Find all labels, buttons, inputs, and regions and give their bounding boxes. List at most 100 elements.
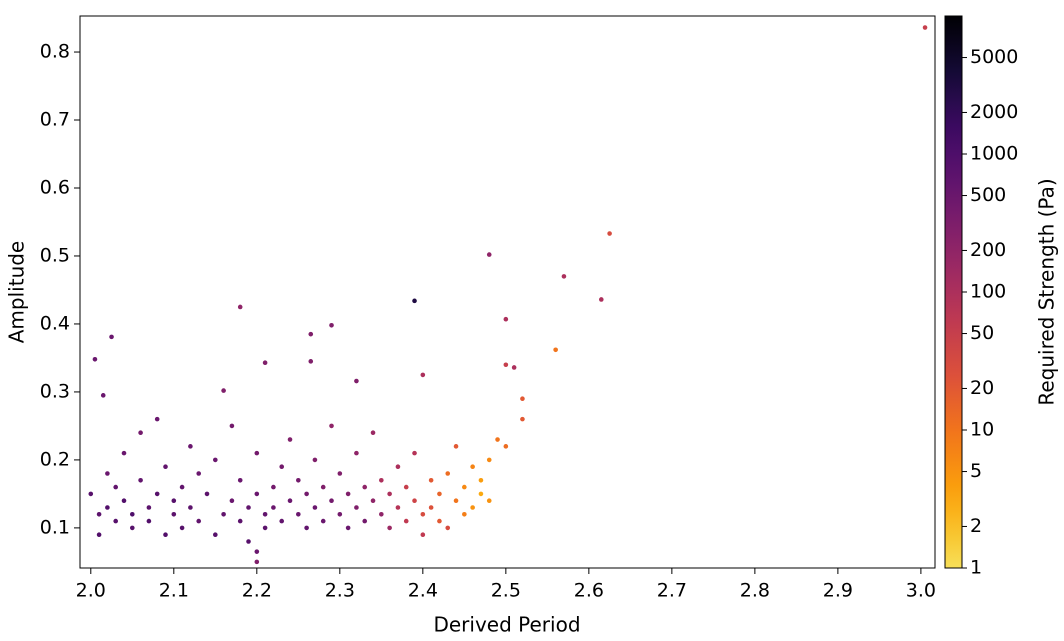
y-tick-label: 0.5 — [40, 244, 70, 266]
point — [171, 511, 177, 517]
point — [362, 484, 368, 490]
point — [337, 511, 343, 517]
point — [96, 511, 102, 517]
colorbar-tick-label: 1 — [970, 557, 982, 579]
point — [412, 298, 417, 304]
point — [320, 484, 326, 490]
point — [503, 362, 509, 368]
point — [478, 491, 484, 497]
colorbar-tick-label: 2000 — [970, 101, 1018, 123]
y-tick-label: 0.3 — [40, 380, 70, 402]
point — [503, 444, 509, 449]
colorbar-tick-label: 200 — [970, 239, 1006, 261]
point — [599, 297, 604, 302]
point — [304, 491, 309, 497]
y-axis-label: Amplitude — [5, 241, 29, 344]
point — [412, 450, 417, 456]
y-tick-label: 0.2 — [40, 448, 70, 470]
point — [337, 471, 343, 476]
point — [478, 478, 484, 483]
point — [146, 505, 152, 510]
point — [387, 525, 392, 531]
point — [395, 505, 401, 510]
plot-frame — [79, 15, 936, 569]
point — [179, 484, 185, 490]
point — [379, 511, 384, 517]
point — [354, 378, 359, 384]
point — [379, 478, 384, 483]
y-tick-label: 0.6 — [40, 176, 70, 198]
point — [462, 511, 467, 517]
point — [271, 484, 276, 490]
y-tick-label: 0.4 — [40, 312, 70, 334]
point — [229, 498, 235, 503]
point — [237, 478, 243, 483]
point — [445, 471, 451, 476]
point — [279, 518, 285, 524]
point — [486, 498, 492, 503]
point — [486, 252, 492, 257]
point — [403, 518, 409, 524]
colorbar-tick-label: 1000 — [970, 143, 1018, 165]
point — [105, 505, 110, 510]
point — [138, 430, 143, 436]
colorbar-tick-label: 2 — [970, 515, 982, 537]
point — [453, 444, 459, 449]
point — [88, 491, 94, 497]
point — [387, 491, 392, 497]
point — [221, 388, 226, 393]
point — [296, 511, 301, 517]
point — [262, 511, 268, 517]
point — [163, 464, 168, 470]
x-tick-label: 2.5 — [491, 580, 521, 602]
colorbar-tick-label: 100 — [970, 281, 1006, 303]
point — [922, 25, 928, 30]
x-tick-label: 2.0 — [76, 580, 106, 602]
point — [254, 450, 260, 456]
point — [370, 498, 376, 503]
point — [329, 323, 334, 328]
point — [105, 471, 110, 476]
point — [345, 491, 351, 497]
point — [462, 484, 467, 490]
point — [553, 347, 558, 353]
point — [113, 518, 118, 524]
point — [287, 498, 293, 503]
point — [329, 498, 334, 503]
point — [304, 525, 309, 531]
x-tick-label: 2.7 — [657, 580, 687, 602]
x-tick-label: 2.4 — [408, 580, 438, 602]
point — [96, 532, 102, 537]
point — [445, 525, 451, 531]
point — [213, 532, 218, 537]
x-tick-label: 2.1 — [159, 580, 189, 602]
point — [362, 518, 368, 524]
point — [420, 372, 426, 378]
colorbar — [944, 15, 963, 569]
point — [204, 491, 210, 497]
point — [453, 498, 459, 503]
point — [262, 525, 268, 531]
point — [221, 511, 226, 517]
point — [213, 457, 218, 463]
point — [154, 416, 160, 422]
x-tick-label: 2.6 — [574, 580, 604, 602]
point — [109, 334, 114, 340]
point — [92, 357, 98, 362]
point — [308, 331, 314, 337]
point — [486, 457, 492, 463]
point — [428, 505, 434, 510]
point — [520, 396, 525, 402]
point — [561, 274, 567, 279]
point — [437, 491, 442, 497]
colorbar-tick-label: 5000 — [970, 46, 1018, 68]
point — [188, 505, 193, 510]
point — [246, 539, 251, 544]
point — [271, 505, 276, 510]
point — [196, 471, 202, 476]
point — [154, 491, 160, 497]
colorbar-label: Required Strength (Pa) — [1035, 178, 1059, 405]
point — [129, 511, 135, 517]
colorbar-tick-label: 500 — [970, 184, 1006, 206]
x-tick-label: 2.3 — [325, 580, 355, 602]
